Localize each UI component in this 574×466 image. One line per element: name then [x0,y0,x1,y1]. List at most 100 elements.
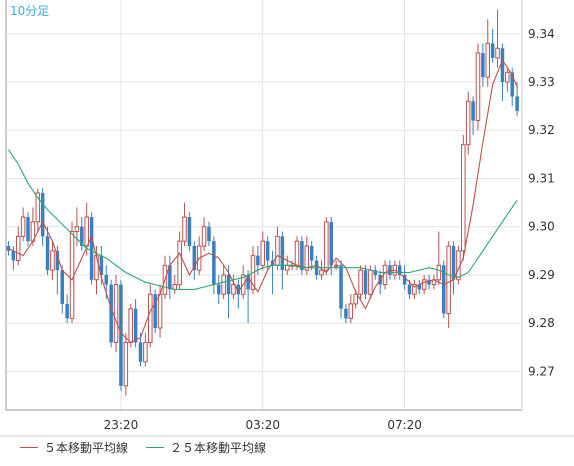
x-tick-label: 23:20 [104,418,139,432]
candle-body-down [427,279,431,285]
candle-body-down [168,265,172,290]
y-tick-label: 9.32 [528,123,555,137]
candle-body-down [119,284,123,386]
candle-body-down [153,294,157,328]
candle-body-down [216,284,221,295]
candle-body-up [475,52,481,122]
candle-body-down [373,270,378,275]
candle-body-down [236,284,241,295]
candle-body-up [412,284,417,295]
candle-body-down [11,250,16,261]
candle-body-down [344,308,348,319]
candle-body-down [515,96,519,111]
candle-body-up [74,226,80,233]
candle-body-up [148,293,153,343]
candle-body-down [26,217,30,242]
candle-body-down [256,255,260,266]
candle-body-up [333,264,339,267]
candle-body-up [84,216,89,247]
candle-body-up [348,303,354,319]
candle-body-up [275,235,280,266]
candle-body-up [123,341,129,387]
x-tick-label: 03:20 [245,418,280,432]
candle-body-up [505,71,510,83]
candle-body-down [397,265,402,275]
candle-body-up [436,264,442,281]
candle-body-up [201,226,207,247]
candle-body-down [133,308,138,343]
candle-body-up [284,264,290,271]
candle-body-down [510,72,514,97]
candle-body-down [99,255,104,275]
y-tick-label: 9.30 [528,220,555,234]
candle-body-down [363,270,368,295]
candle-body-down [451,246,456,280]
candle-body-down [45,236,50,271]
candle-body-up [319,269,324,276]
candle-body-down [407,284,412,295]
legend-item-ma25: ２５本移動平均線 [146,439,266,456]
candle-body-down [187,217,192,246]
candle-body-down [300,241,304,271]
candle-body-down [280,236,285,271]
y-tick-label: 9.27 [528,364,555,378]
candle-body-down [441,265,446,314]
candle-body-down [417,284,422,290]
candle-body-up [143,341,148,363]
legend-label-ma25: ２５本移動平均線 [170,440,267,455]
plot-background [6,0,522,410]
y-tick-label: 9.28 [528,316,555,330]
candle-body-down [212,241,216,285]
legend-item-ma5: ５本移動平均線 [20,439,128,456]
candle-body-down [60,270,65,304]
y-tick-label: 9.29 [528,268,555,282]
candle-body-up [421,279,427,290]
candle-body-up [221,274,226,295]
candle-body-up [15,235,21,261]
candle-body-down [40,192,45,237]
candle-body-down [500,48,505,82]
candle-body-down [265,241,270,261]
candle-body-up [368,269,373,295]
candle-body-up [461,144,466,252]
legend-label-ma5: ５本移動平均線 [44,440,129,455]
candle-body-down [490,43,495,58]
candle-body-up [182,216,187,242]
candle-body-down [226,274,231,295]
candle-body-down [246,274,250,290]
candle-body-up [20,216,26,237]
candle-body-down [471,101,475,121]
timeframe-label: 10分足 [10,4,49,18]
candle-body-up [358,269,363,295]
candle-body-down [329,221,334,266]
candle-body-down [192,246,197,271]
candle-body-down [89,217,94,280]
candle-body-down [388,265,392,275]
candle-body-up [50,250,55,271]
candle-body-up [128,308,133,343]
candle-body-down [207,226,211,242]
candle-body-down [339,265,343,309]
candle-body-up [260,240,266,266]
legend: ５本移動平均線 ２５本移動平均線 [20,436,266,458]
candle-body-down [309,246,314,261]
candle-body-down [80,226,84,246]
y-tick-label: 9.31 [528,171,555,185]
candle-body-up [113,284,119,343]
candle-body-up [495,47,500,59]
candle-body-up [177,240,182,286]
candle-body-down [138,342,143,362]
candle-body-up [294,240,300,266]
y-tick-label: 9.33 [528,75,555,89]
candle-body-down [481,53,485,78]
candle-body-up [94,255,99,281]
ma25-line [7,149,518,290]
candle-body-down [104,274,109,285]
candle-body-down [109,284,113,343]
candle-body-up [69,231,75,319]
candle-body-up [157,293,163,329]
candle-body-down [65,303,69,319]
candle-body-up [446,245,451,315]
candle-body-up [324,221,329,271]
